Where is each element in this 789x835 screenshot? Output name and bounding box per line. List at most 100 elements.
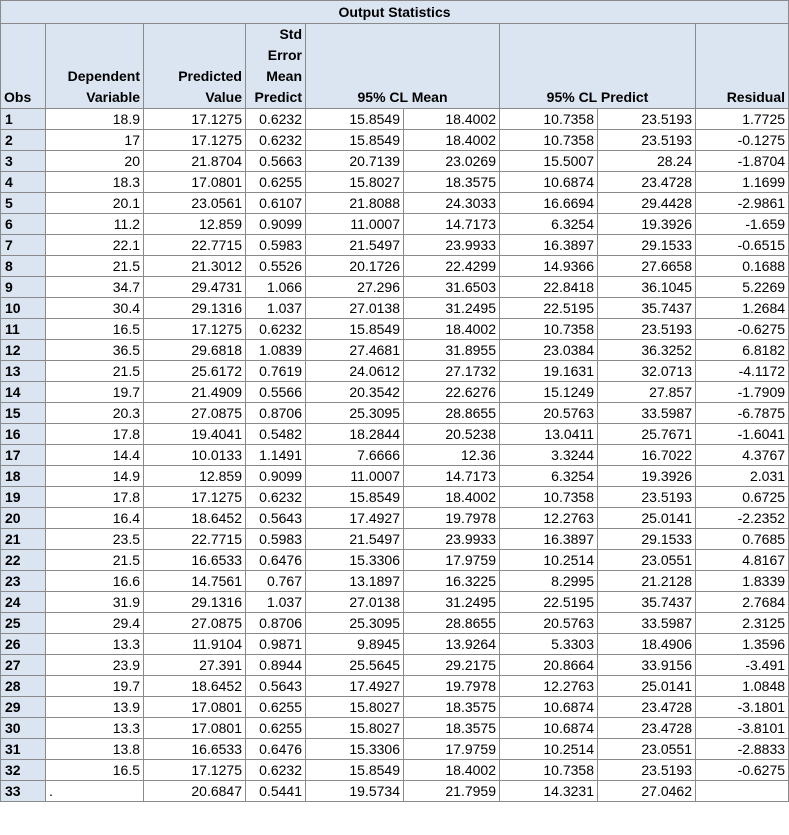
predicted-cell: 17.1275 [143,486,246,508]
cl-mean-lower-cell: 21.5497 [305,528,404,550]
cl-predict-lower-cell: 3.3244 [499,444,598,466]
cl-predict-upper-cell: 36.1045 [597,276,696,298]
predicted-cell: 14.7561 [143,570,246,592]
dependent-cell: 18.9 [45,108,144,130]
predicted-cell: 17.1275 [143,759,246,781]
cl-mean-lower-cell: 15.8549 [305,318,404,340]
cl-predict-upper-cell: 23.0551 [597,738,696,760]
table-row: 11 16.5 17.1275 0.6232 15.8549 18.4002 10.7358… [0,318,789,340]
std-error-cell: 0.767 [245,570,306,592]
std-error-cell: 0.5441 [245,780,306,802]
residual-cell: -2.9861 [694,192,789,214]
cl-mean-lower-cell: 27.296 [305,276,404,298]
cl-mean-lower-cell: 15.8027 [305,696,404,718]
cl-mean-upper-cell: 23.9933 [403,528,500,550]
cl-predict-lower-cell: 16.6694 [499,192,598,214]
residual-cell: 6.8182 [694,339,789,361]
obs-cell: 30 [0,717,46,739]
cl-mean-lower-cell: 15.8549 [305,108,404,130]
residual-cell: 1.1699 [694,171,789,193]
cl-predict-lower-cell: 12.2763 [499,675,598,697]
cl-predict-lower-cell: 15.5007 [499,150,598,172]
table-row: 29 13.9 17.0801 0.6255 15.8027 18.3575 10.6874… [0,696,789,718]
cl-mean-upper-cell: 13.9264 [403,633,500,655]
cl-mean-upper-cell: 28.8655 [403,612,500,634]
predicted-cell: 27.0875 [143,402,246,424]
residual-cell: 2.031 [694,465,789,487]
table-row: 1 18.9 17.1275 0.6232 15.8549 18.4002 10.7358 2… [0,108,789,130]
header-std-error-mean-predict: Std Error Mean Predict [245,23,306,109]
cl-mean-lower-cell: 15.8027 [305,717,404,739]
cl-predict-upper-cell: 25.0141 [597,507,696,529]
header-stderr-line1: Std [279,26,302,42]
residual-cell: 0.6725 [694,486,789,508]
residual-cell: -1.8704 [694,150,789,172]
cl-predict-lower-cell: 10.6874 [499,696,598,718]
table-row: 13 21.5 25.6172 0.7619 24.0612 27.1732 19.1631… [0,360,789,382]
cl-mean-lower-cell: 17.4927 [305,507,404,529]
std-error-cell: 0.7619 [245,360,306,382]
table-row: 25 29.4 27.0875 0.8706 25.3095 28.8655 20.5763… [0,612,789,634]
obs-cell: 28 [0,675,46,697]
dependent-cell: 23.5 [45,528,144,550]
predicted-cell: 17.0801 [143,696,246,718]
cl-predict-lower-cell: 15.1249 [499,381,598,403]
cl-mean-upper-cell: 19.7978 [403,675,500,697]
predicted-cell: 29.1316 [143,297,246,319]
std-error-cell: 1.037 [245,591,306,613]
cl-predict-lower-cell: 10.2514 [499,738,598,760]
cl-predict-lower-cell: 22.8418 [499,276,598,298]
cl-predict-lower-cell: 22.5195 [499,591,598,613]
table-row: 30 13.3 17.0801 0.6255 15.8027 18.3575 10.6874… [0,717,789,739]
dependent-cell: 34.7 [45,276,144,298]
cl-mean-lower-cell: 21.8088 [305,192,404,214]
cl-predict-upper-cell: 29.4428 [597,192,696,214]
predicted-cell: 17.0801 [143,717,246,739]
cl-predict-upper-cell: 29.1533 [597,528,696,550]
obs-cell: 11 [0,318,46,340]
obs-cell: 17 [0,444,46,466]
obs-cell: 33 [0,780,46,802]
cl-mean-lower-cell: 17.4927 [305,675,404,697]
cl-predict-lower-cell: 10.7358 [499,486,598,508]
residual-cell: 1.2684 [694,297,789,319]
cl-predict-lower-cell: 16.3897 [499,528,598,550]
cl-mean-lower-cell: 7.6666 [305,444,404,466]
obs-cell: 18 [0,465,46,487]
table-body: 1 18.9 17.1275 0.6232 15.8549 18.4002 10.7358 2… [0,108,789,802]
predicted-cell: 27.391 [143,654,246,676]
residual-cell: 1.7725 [694,108,789,130]
cl-mean-lower-cell: 15.8549 [305,759,404,781]
predicted-cell: 21.3012 [143,255,246,277]
std-error-cell: 0.6476 [245,738,306,760]
table-row: 31 13.8 16.6533 0.6476 15.3306 17.9759 10.2514… [0,738,789,760]
predicted-cell: 21.4909 [143,381,246,403]
predicted-cell: 18.6452 [143,675,246,697]
obs-cell: 8 [0,255,46,277]
header-obs: Obs [0,23,46,109]
cl-predict-lower-cell: 20.5763 [499,612,598,634]
cl-predict-upper-cell: 36.3252 [597,339,696,361]
dependent-cell: 16.5 [45,759,144,781]
cl-mean-upper-cell: 22.4299 [403,255,500,277]
dependent-cell: 30.4 [45,297,144,319]
table-row: 15 20.3 27.0875 0.8706 25.3095 28.8655 20.5763… [0,402,789,424]
cl-mean-lower-cell: 13.1897 [305,570,404,592]
residual-cell: 2.3125 [694,612,789,634]
cl-predict-lower-cell: 14.3231 [499,780,598,802]
dependent-cell: 11.2 [45,213,144,235]
cl-predict-lower-cell: 8.2995 [499,570,598,592]
residual-cell: -3.491 [694,654,789,676]
residual-cell: 0.1688 [694,255,789,277]
cl-predict-upper-cell: 23.5193 [597,759,696,781]
dependent-cell: 18.3 [45,171,144,193]
predicted-cell: 25.6172 [143,360,246,382]
predicted-cell: 19.4041 [143,423,246,445]
cl-predict-lower-cell: 10.6874 [499,171,598,193]
cl-mean-upper-cell: 31.2495 [403,297,500,319]
predicted-cell: 27.0875 [143,612,246,634]
std-error-cell: 0.6232 [245,129,306,151]
header-stderr-line4: Predict [254,89,302,105]
table-row: 27 23.9 27.391 0.8944 25.5645 29.2175 20.8664 3… [0,654,789,676]
cl-predict-upper-cell: 27.0462 [597,780,696,802]
